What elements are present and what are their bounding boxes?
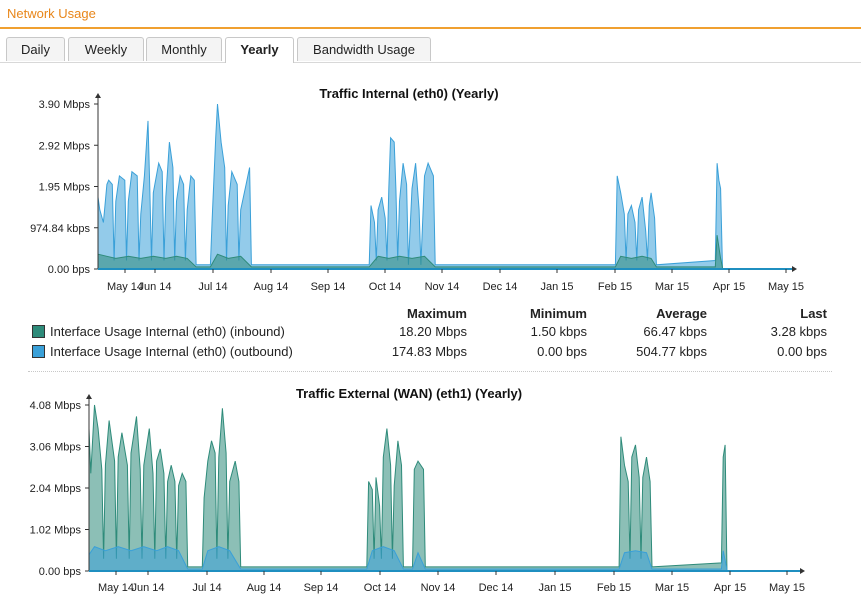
x-tick-label: Mar 15	[655, 281, 689, 293]
chart-title: Traffic Internal (eth0) (Yearly)	[319, 86, 498, 101]
y-axis-arrow	[95, 93, 101, 98]
x-tick-label: Sep 14	[304, 582, 339, 594]
x-tick-label: Jul 14	[198, 281, 227, 293]
y-tick-label: 2.04 Mbps	[30, 483, 82, 495]
x-tick-label: Mar 15	[655, 582, 689, 594]
legend-inbound-maximum: 18.20 Mbps	[399, 324, 467, 339]
x-tick-label: May 14	[98, 582, 134, 594]
tab-monthly[interactable]: Monthly	[146, 37, 222, 61]
x-tick-label: Jun 14	[138, 281, 171, 293]
legend-outbound-last: 0.00 bps	[777, 344, 827, 359]
y-tick-label: 3.90 Mbps	[39, 99, 91, 111]
x-tick-label: Apr 15	[713, 281, 745, 293]
x-tick-label: Jan 15	[538, 582, 571, 594]
tab-daily[interactable]: Daily	[6, 37, 65, 61]
series-area	[88, 545, 728, 572]
y-tick-label: 3.06 Mbps	[30, 442, 82, 454]
legend-inbound-last: 3.28 kbps	[770, 324, 827, 339]
x-tick-label: Jan 15	[540, 281, 573, 293]
legend-header-last: Last	[800, 306, 827, 321]
y-tick-label: 1.95 Mbps	[39, 182, 91, 194]
y-axis-arrow	[86, 394, 92, 399]
x-tick-label: Dec 14	[483, 281, 518, 293]
panel-header: Network Usage	[0, 0, 861, 29]
y-tick-label: 4.08 Mbps	[30, 400, 82, 412]
x-axis-arrow	[792, 266, 797, 272]
x-tick-label: Oct 14	[364, 582, 396, 594]
x-tick-label: Aug 14	[254, 281, 289, 293]
series-area	[88, 404, 728, 572]
legend-outbound-minimum: 0.00 bps	[537, 344, 587, 359]
chart-traffic-external: Traffic External (WAN) (eth1) (Yearly) 0.…	[30, 386, 805, 594]
chart-divider	[28, 371, 832, 372]
y-tick-label: 0.00 bps	[39, 566, 82, 578]
x-axis-arrow	[800, 568, 805, 574]
tab-yearly[interactable]: Yearly	[225, 37, 294, 63]
legend-table: Maximum Minimum Average Last Interface U…	[0, 304, 861, 364]
legend-swatch-inbound	[32, 325, 45, 338]
legend-label-inbound: Interface Usage Internal (eth0) (inbound…	[50, 324, 285, 339]
x-tick-label: Feb 15	[598, 281, 632, 293]
x-tick-label: Nov 14	[421, 582, 456, 594]
x-tick-label: Sep 14	[311, 281, 346, 293]
legend-inbound-minimum: 1.50 kbps	[530, 324, 587, 339]
tab-weekly[interactable]: Weekly	[68, 37, 144, 61]
legend-outbound-average: 504.77 kbps	[636, 344, 707, 359]
x-tick-label: May 14	[107, 281, 143, 293]
legend-header-average: Average	[656, 306, 707, 321]
legend-inbound-average: 66.47 kbps	[643, 324, 707, 339]
x-tick-label: Nov 14	[425, 281, 460, 293]
x-tick-label: Feb 15	[597, 582, 631, 594]
x-tick-label: Jul 14	[192, 582, 221, 594]
y-tick-label: 0.00 bps	[48, 264, 91, 276]
x-tick-label: Jun 14	[131, 582, 164, 594]
legend-swatch-outbound	[32, 345, 45, 358]
tab-bar: Daily Weekly Monthly Yearly Bandwidth Us…	[0, 37, 861, 63]
panel-title: Network Usage	[7, 6, 96, 21]
legend-label-outbound: Interface Usage Internal (eth0) (outboun…	[50, 344, 293, 359]
x-tick-label: Apr 15	[714, 582, 746, 594]
series-area	[97, 235, 723, 270]
legend-outbound-maximum: 174.83 Mbps	[391, 344, 467, 359]
legend-header-minimum: Minimum	[529, 306, 587, 321]
x-tick-label: Dec 14	[479, 582, 514, 594]
x-tick-label: May 15	[769, 582, 805, 594]
series-area	[97, 103, 723, 270]
x-tick-label: May 15	[768, 281, 804, 293]
y-tick-label: 1.02 Mbps	[30, 525, 82, 537]
x-tick-label: Oct 14	[369, 281, 401, 293]
chart-traffic-internal: Traffic Internal (eth0) (Yearly) 0.00 bps…	[30, 86, 804, 293]
legend-header-maximum: Maximum	[407, 306, 467, 321]
y-tick-label: 974.84 kbps	[30, 223, 90, 235]
tab-bandwidth-usage[interactable]: Bandwidth Usage	[297, 37, 431, 61]
chart-title: Traffic External (WAN) (eth1) (Yearly)	[296, 386, 522, 401]
x-tick-label: Aug 14	[247, 582, 282, 594]
y-tick-label: 2.92 Mbps	[39, 140, 91, 152]
